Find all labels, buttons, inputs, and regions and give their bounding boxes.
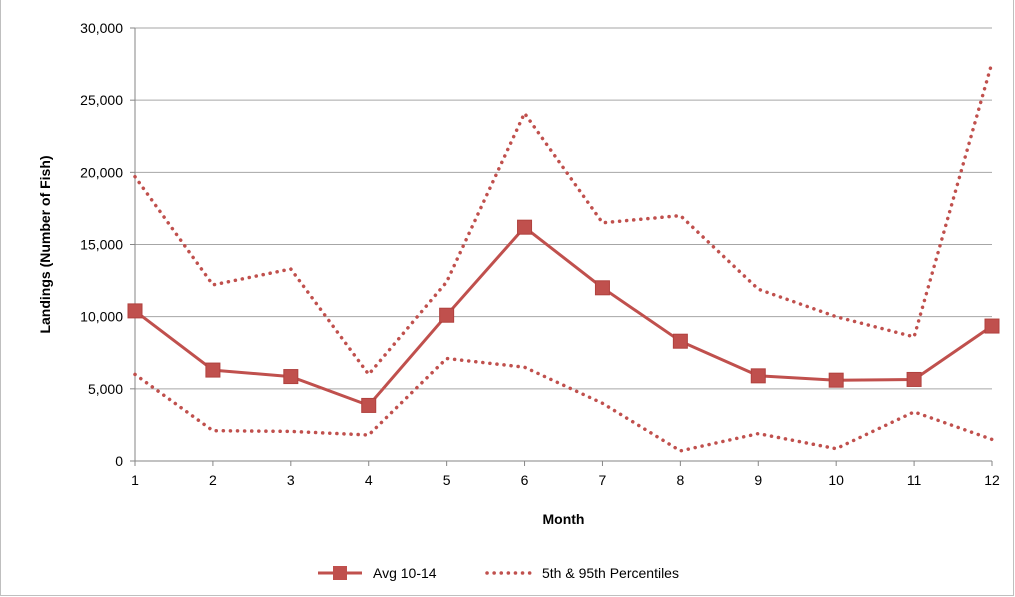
x-tick-label-9: 9	[754, 472, 762, 488]
y-tick-label-0: 0	[115, 453, 123, 469]
x-axis-title: Month	[543, 511, 585, 527]
series-2-line	[133, 356, 994, 453]
series-0-point-11	[906, 371, 922, 387]
x-tick-labels: 1 2 3 4 5 6 7 8 9 10 11 12	[131, 472, 1000, 488]
legend-avg-marker	[333, 566, 347, 580]
series-0-point-1	[127, 303, 143, 319]
series-0-point-12	[984, 318, 1000, 334]
series-0-point-8	[672, 333, 688, 349]
series-0-point-6	[517, 219, 533, 235]
series-0-point-10	[828, 372, 844, 388]
y-axis-title: Landings (Number of Fish)	[37, 155, 53, 333]
series-0-point-5	[439, 307, 455, 323]
x-tick-label-1: 1	[131, 472, 139, 488]
legend: Avg 10-14 5th & 95th Percentiles	[318, 565, 679, 581]
x-tick-label-5: 5	[443, 472, 451, 488]
series-1-line	[133, 60, 994, 377]
series-0-point-2	[205, 362, 221, 378]
series-0-point-4	[361, 397, 377, 413]
legend-avg-label: Avg 10-14	[373, 565, 437, 581]
x-tick-label-7: 7	[599, 472, 607, 488]
legend-percentile-label: 5th & 95th Percentiles	[542, 565, 679, 581]
x-tick-label-8: 8	[676, 472, 684, 488]
y-tick-label-15000: 15,000	[80, 237, 123, 253]
axes	[130, 27, 993, 466]
x-tick-label-4: 4	[365, 472, 373, 488]
series-0-point-7	[594, 280, 610, 296]
x-tick-label-11: 11	[907, 472, 922, 488]
x-tick-label-3: 3	[287, 472, 295, 488]
series-layer	[127, 60, 1000, 453]
series-0-point-9	[750, 368, 766, 384]
y-tick-label-30000: 30,000	[80, 20, 123, 36]
y-tick-label-25000: 25,000	[80, 92, 123, 108]
y-tick-label-10000: 10,000	[80, 309, 123, 325]
x-tick-label-6: 6	[521, 472, 529, 488]
y-tick-label-20000: 20,000	[80, 164, 123, 180]
x-tick-label-2: 2	[209, 472, 217, 488]
y-tick-label-5000: 5,000	[88, 381, 123, 397]
chart-frame-left-edge	[0, 0, 1, 596]
series-0-point-3	[283, 369, 299, 385]
gridlines	[135, 27, 992, 390]
x-tick-label-10: 10	[828, 472, 844, 488]
x-tick-label-12: 12	[984, 472, 1000, 488]
series-0-line	[134, 225, 993, 407]
y-tick-labels: 0 5,000 10,000 15,000 20,000 25,000 30,000	[80, 20, 123, 469]
